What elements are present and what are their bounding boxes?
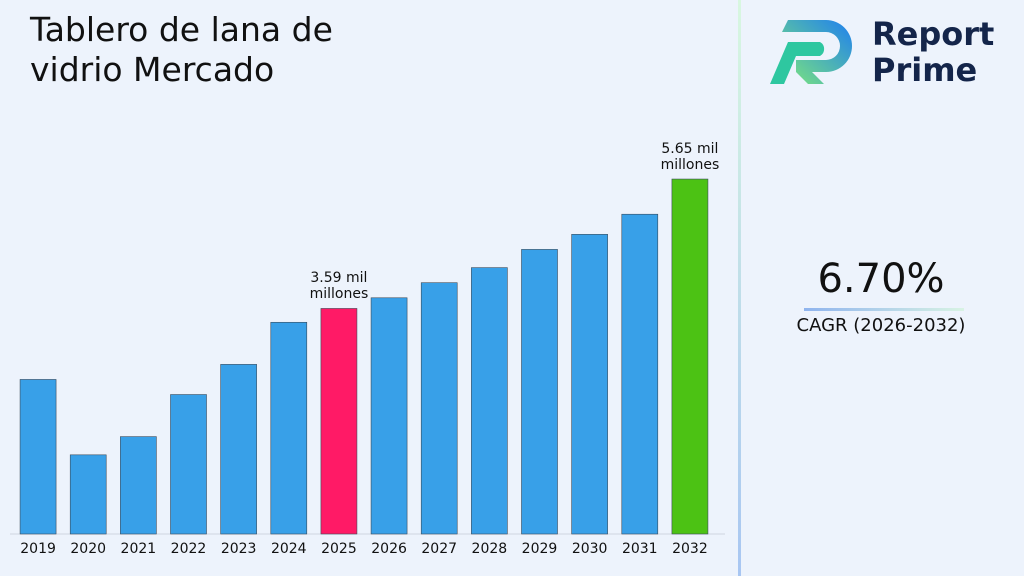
x-tick-label: 2028 [472, 541, 508, 557]
bar [571, 234, 608, 535]
x-tick-label: 2022 [171, 541, 207, 557]
bar [170, 394, 207, 535]
x-tick-label: 2030 [572, 541, 608, 557]
x-tick-label: 2023 [221, 541, 257, 557]
bar [220, 364, 257, 535]
cagr-label: CAGR (2026-2032) [796, 315, 966, 336]
x-tick-label: 2021 [121, 541, 157, 557]
bar [270, 321, 308, 535]
bar [120, 436, 157, 535]
logo-text: Prime [872, 51, 978, 89]
x-tick-label: 2032 [672, 541, 708, 557]
bar [671, 178, 709, 535]
value-label: 3.59 mil millones [309, 270, 369, 303]
value-label: 5.65 mil millones [660, 141, 720, 174]
bar [69, 454, 107, 535]
bar [621, 213, 659, 535]
bar [320, 308, 358, 535]
bar [370, 297, 408, 535]
x-tick-label: 2024 [271, 541, 307, 557]
bar [19, 379, 57, 535]
logo-icon [770, 20, 852, 84]
logo-text: Report [872, 15, 995, 53]
logo: Report Prime [768, 16, 1008, 88]
x-tick-label: 2020 [70, 541, 106, 557]
chart-title: Tablero de lana de vidrio Mercado [30, 10, 333, 89]
x-tick-label: 2019 [20, 541, 56, 557]
divider [738, 0, 741, 576]
x-tick-label: 2031 [622, 541, 658, 557]
cagr-underline [804, 308, 964, 311]
x-tick-label: 2029 [522, 541, 558, 557]
x-tick-label: 2025 [321, 541, 357, 557]
x-tick-label: 2027 [421, 541, 457, 557]
cagr-value: 6.70% [817, 256, 945, 302]
bar [521, 249, 558, 535]
x-tick-label: 2026 [371, 541, 407, 557]
bar [420, 282, 458, 535]
bar [471, 267, 508, 535]
chart: 2019 2020 2021 2022 2023 2024 2025 2026 2027 2028… [10, 178, 725, 557]
